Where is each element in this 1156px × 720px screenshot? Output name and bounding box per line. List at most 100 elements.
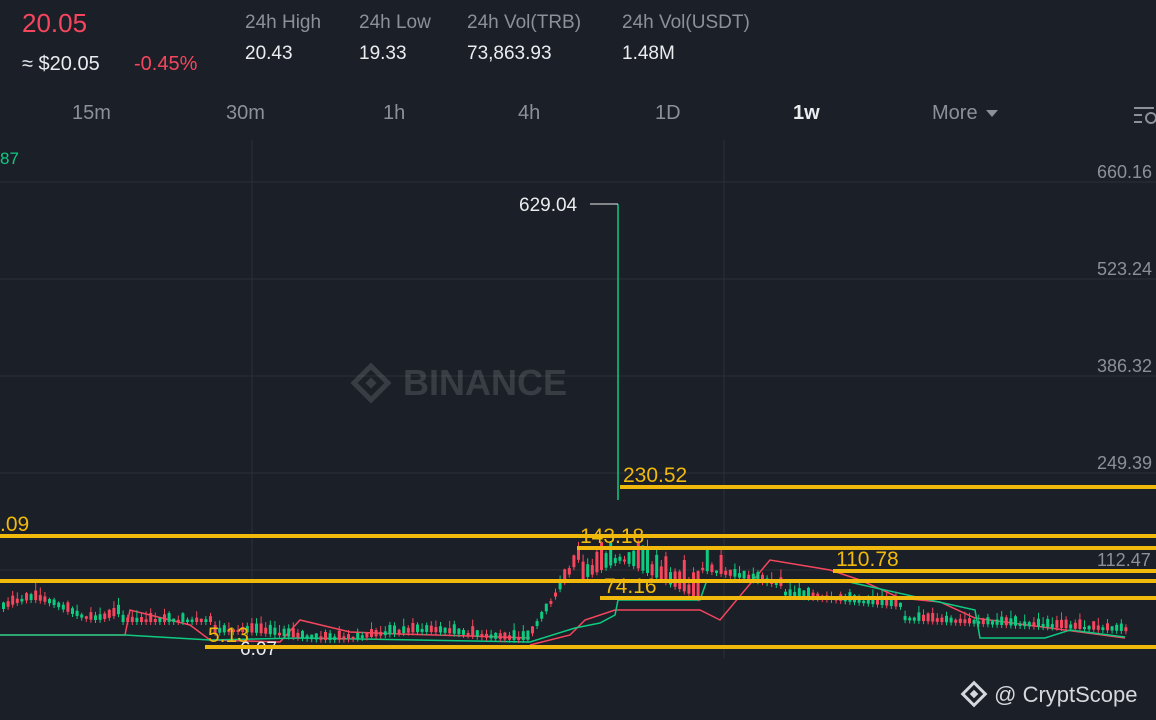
candle-body: [586, 564, 590, 577]
candle-body: [268, 624, 272, 635]
candle-body: [218, 627, 222, 633]
level-label: 230.52: [623, 464, 687, 487]
candle-body: [236, 629, 240, 633]
chart-grid: [0, 140, 1156, 658]
peak-annotation: 629.04 6.07: [240, 195, 619, 660]
candle-body: [80, 614, 84, 618]
candle-body: [756, 572, 760, 582]
price-axis: 660.16 523.24 386.32 249.39 112.47 2022-07-11…: [182, 162, 1152, 680]
candle-body: [140, 617, 143, 622]
stat-24h-high: 24h High 20.43: [245, 12, 321, 65]
candle-body: [29, 594, 33, 601]
candle-body: [1110, 626, 1114, 631]
tab-1d[interactable]: 1D: [655, 102, 681, 124]
candle-body: [342, 636, 346, 640]
candle-body: [517, 637, 521, 640]
candle-body: [1027, 622, 1031, 627]
peak-label: 629.04: [519, 195, 578, 216]
tab-1w[interactable]: 1w: [793, 102, 820, 124]
candle-body: [531, 626, 534, 634]
chart-settings-icon[interactable]: [1132, 100, 1156, 130]
candle-body: [912, 617, 916, 621]
candle-body: [259, 623, 263, 634]
stat-24h-vol-usdt: 24h Vol(USDT) 1.48M: [622, 12, 750, 65]
tab-15m[interactable]: 15m: [72, 102, 111, 124]
candle-body: [986, 617, 990, 625]
candle-body: [590, 565, 594, 575]
indicator-value: 87: [0, 149, 19, 168]
candle-body: [567, 568, 571, 575]
candle-body: [1092, 621, 1096, 630]
last-price: 20.05: [22, 8, 88, 38]
candle-body: [719, 554, 723, 574]
candle-body: [738, 573, 741, 578]
candle-body: [117, 604, 120, 615]
price-change: -0.45%: [134, 53, 198, 75]
candle-body: [393, 625, 396, 634]
candle-body: [710, 564, 714, 573]
candle-body: [278, 632, 281, 636]
candle-body: [61, 604, 65, 610]
candle-body: [181, 613, 185, 622]
level-lines: 230.52 .09 143.18 110.78 74.16 5.13: [0, 464, 1156, 649]
candle-body: [843, 598, 847, 602]
x-tick-label: 2022-07-11 06:00: [182, 677, 323, 680]
candle-body: [724, 570, 728, 575]
tab-1h[interactable]: 1h: [383, 102, 406, 124]
candle-body: [577, 548, 580, 560]
candle-body: [314, 633, 318, 640]
candle-body: [954, 619, 958, 623]
candle-body: [977, 621, 981, 624]
candle-body: [291, 628, 295, 638]
candle-body: [20, 598, 24, 602]
candle-body: [416, 624, 419, 633]
level-label: 110.78: [836, 548, 899, 571]
candle-body: [632, 550, 636, 567]
candle-body: [485, 633, 488, 638]
candle-body: [1078, 619, 1082, 629]
candle-body: [2, 602, 5, 610]
candle-body: [880, 595, 884, 606]
candle-body: [1009, 618, 1013, 626]
level-label: 74.16: [604, 575, 657, 598]
candle-body: [945, 615, 948, 623]
candle-body: [94, 615, 97, 620]
candle-body: [402, 626, 406, 634]
candle-body: [15, 598, 19, 603]
candle-body: [126, 617, 130, 622]
candle-body: [940, 617, 944, 623]
tab-more[interactable]: More: [932, 102, 998, 125]
candle-body: [894, 599, 898, 607]
candle-body: [1096, 625, 1100, 630]
candle-body: [144, 619, 148, 622]
candle-body: [1069, 624, 1073, 629]
candle-body: [34, 590, 38, 601]
price-chart[interactable]: BINANCE 629.04 6.07 230.52 .09 143.18 110.78…: [0, 140, 1156, 680]
candle-body: [411, 622, 415, 633]
candle-body: [526, 630, 530, 640]
stat-label: 24h Low: [359, 12, 431, 33]
candle-body: [98, 614, 102, 620]
candle-body: [43, 596, 47, 602]
stat-24h-low: 24h Low 19.33: [359, 12, 431, 65]
candle-body: [1087, 625, 1091, 630]
level-label: 143.18: [580, 525, 644, 548]
candle-body: [57, 602, 61, 608]
candle-body: [370, 629, 373, 637]
candle-body: [190, 619, 194, 622]
candle-body: [1060, 619, 1063, 628]
candle-body: [949, 617, 953, 623]
candle-body: [972, 619, 976, 624]
candle-body: [544, 603, 548, 612]
candle-body: [991, 621, 994, 625]
candle-body: [655, 554, 659, 578]
candle-body: [153, 618, 157, 622]
candle-body: [425, 625, 429, 633]
candle-body: [1115, 624, 1119, 631]
timeframe-tabs: 15m 30m 1h 4h 1D 1w More: [0, 96, 1156, 136]
candle-body: [761, 574, 764, 583]
candle-body: [595, 551, 599, 573]
tab-30m[interactable]: 30m: [226, 102, 265, 124]
tab-4h[interactable]: 4h: [518, 102, 541, 124]
candle-body: [66, 602, 70, 612]
